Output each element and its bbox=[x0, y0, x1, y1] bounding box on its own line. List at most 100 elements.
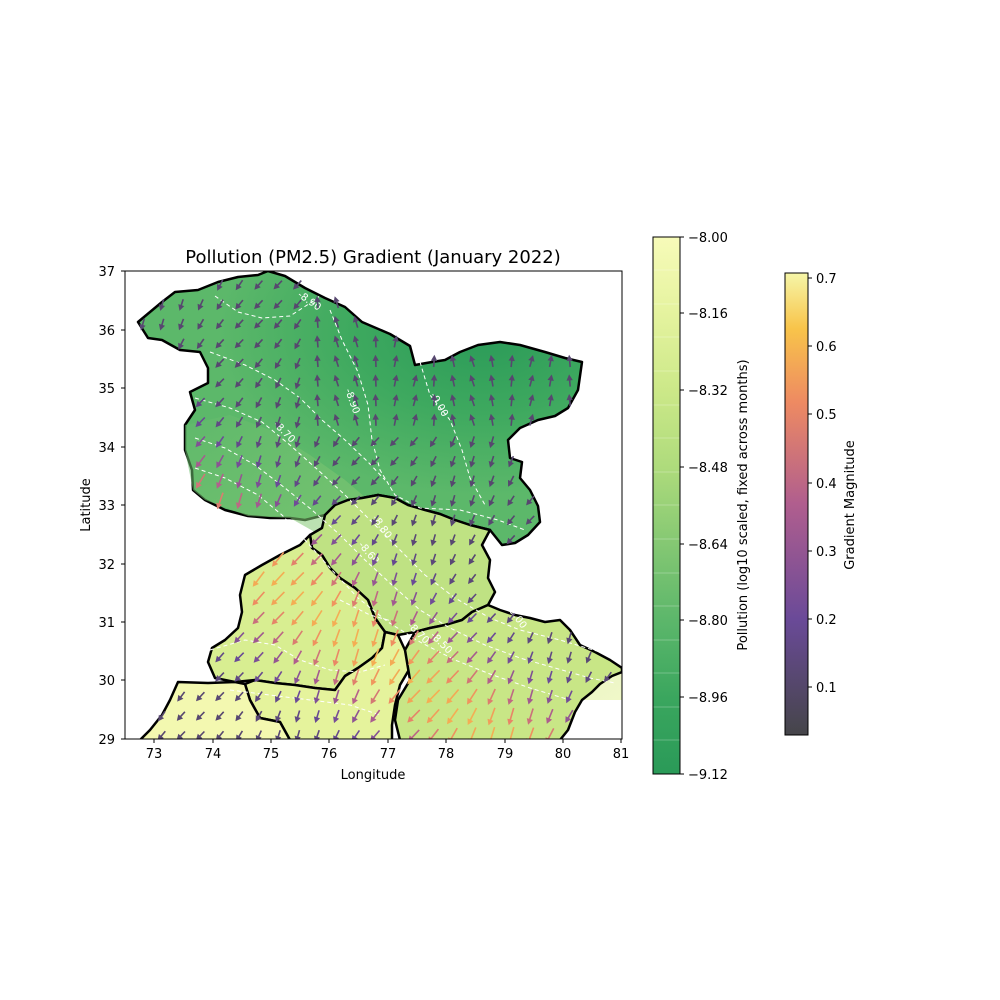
contour-lines bbox=[194, 281, 616, 716]
gradient-arrow-head bbox=[430, 500, 437, 507]
contour-line bbox=[339, 599, 396, 623]
map-regions bbox=[136, 271, 622, 739]
x-axis: 73 74 75 76 77 78 79 80 81 bbox=[146, 739, 629, 762]
gradient-arrow-head bbox=[234, 361, 242, 368]
gradient-arrow-head bbox=[215, 655, 222, 663]
gradient-arrow-head bbox=[332, 459, 339, 467]
gradient-arrow-head bbox=[430, 460, 437, 468]
gradient-arrow-head bbox=[275, 401, 282, 409]
gradient-arrow-head bbox=[313, 716, 321, 723]
gradient-arrow-head bbox=[314, 354, 321, 362]
gradient-arrow-head bbox=[370, 479, 377, 486]
gradient-arrow-head bbox=[507, 657, 514, 664]
gradient-arrow-head bbox=[235, 714, 242, 722]
gradient-arrow-head bbox=[389, 439, 397, 447]
gradient-arrow-head bbox=[293, 657, 300, 665]
gradient-arrow-head bbox=[447, 617, 455, 624]
gradient-arrow-head bbox=[352, 413, 359, 421]
gradient-arrow-head bbox=[410, 599, 417, 606]
gradient-arrow-shaft bbox=[547, 728, 555, 739]
gradient-arrow-head bbox=[274, 362, 281, 369]
gradient-arrow-head bbox=[391, 499, 397, 507]
gradient-arrow-head bbox=[352, 374, 359, 382]
gradient-arrow-head bbox=[352, 697, 358, 705]
gradient-arrow-head bbox=[255, 421, 262, 429]
gradient-arrow-head bbox=[488, 354, 496, 362]
gradient-arrow-head bbox=[506, 616, 513, 624]
gradient-arrow-head bbox=[331, 538, 338, 546]
gradient-arrow-head bbox=[488, 413, 496, 421]
gradient-arrow-head bbox=[371, 620, 378, 628]
gradient-arrow-head bbox=[469, 374, 476, 382]
gradient-arrow-head bbox=[310, 579, 317, 586]
gradient-arrow-head bbox=[254, 361, 261, 369]
gradient-arrow-head bbox=[216, 322, 223, 330]
x-tick-label: 74 bbox=[205, 747, 222, 762]
contour-line bbox=[209, 351, 386, 481]
gradient-arrow-head bbox=[469, 414, 476, 421]
gradient-arrow-head bbox=[275, 481, 282, 488]
gradient-arrow-head bbox=[507, 738, 509, 739]
gradient-arrow-head bbox=[314, 413, 321, 420]
gradient-arrow-head bbox=[546, 677, 553, 684]
gradient-arrow-head bbox=[290, 599, 298, 606]
gradient-arrow-head bbox=[252, 636, 260, 644]
gradient-arrow-head bbox=[195, 400, 203, 408]
gradient-arrow-head bbox=[255, 735, 262, 739]
gradient-arrow-head bbox=[508, 394, 515, 401]
y-tick-label: 30 bbox=[98, 674, 115, 689]
gradient-arrow-head bbox=[314, 441, 320, 448]
gradient-arrow-head bbox=[333, 697, 340, 705]
gradient-arrow-head bbox=[236, 481, 243, 489]
gradient-arrow-head bbox=[293, 499, 300, 507]
x-tick-label: 77 bbox=[380, 747, 397, 762]
gradient-arrow-head bbox=[449, 539, 456, 546]
gradient-arrow-head bbox=[488, 480, 495, 488]
x-tick-label: 78 bbox=[438, 747, 455, 762]
gradient-arrow-head bbox=[430, 413, 438, 420]
gradient-colorbar-fill bbox=[784, 272, 809, 736]
gradient-arrow-head bbox=[407, 677, 414, 685]
gradient-arrow-head bbox=[351, 660, 359, 667]
gradient-arrow-head bbox=[234, 655, 241, 663]
gradient-arrow-head bbox=[488, 374, 496, 381]
pollution-colorbar-tick: −8.48 bbox=[688, 461, 728, 476]
gradient-arrow-head bbox=[585, 676, 592, 683]
chart-title: Pollution (PM2.5) Gradient (January 2022… bbox=[185, 247, 561, 268]
gradient-arrow-head bbox=[466, 677, 473, 684]
gradient-arrow-head bbox=[392, 335, 399, 342]
gradient-arrow-head bbox=[234, 341, 242, 349]
gradient-arrow-head bbox=[466, 636, 474, 643]
gradient-arrow-head bbox=[216, 482, 223, 489]
gradient-arrow-head bbox=[527, 697, 534, 705]
gradient-arrow-head bbox=[314, 394, 321, 401]
gradient-arrow-head bbox=[449, 413, 457, 421]
gradient-arrow-head bbox=[310, 558, 318, 566]
gradient-arrow-head bbox=[469, 441, 476, 448]
gradient-arrow-shaft bbox=[450, 727, 458, 739]
gradient-arrow-head bbox=[255, 715, 262, 722]
gradient-arrow-head bbox=[273, 656, 280, 664]
gradient-arrow-head bbox=[546, 657, 553, 664]
gradient-arrow-head bbox=[294, 735, 301, 739]
gradient-arrow-head bbox=[410, 618, 416, 626]
gradient-arrow-head bbox=[426, 697, 433, 704]
x-axis-label: Longitude bbox=[341, 768, 406, 783]
gradient-arrow-head bbox=[507, 677, 514, 685]
gradient-arrow-head bbox=[449, 460, 456, 468]
gradient-arrow-head bbox=[430, 519, 437, 527]
gradient-arrow-head bbox=[469, 519, 476, 527]
gradient-arrow-head bbox=[430, 394, 438, 401]
gradient-arrow-head bbox=[411, 413, 419, 421]
gradient-arrow-head bbox=[215, 714, 222, 721]
gradient-arrow-head bbox=[333, 335, 340, 343]
gradient-arrow-head bbox=[426, 716, 434, 724]
gradient-arrow-head bbox=[430, 374, 438, 381]
gradient-arrow-head bbox=[429, 617, 435, 625]
pollution-colorbar: −9.12 −8.96 −8.80 −8.64 −8.48 −8.32 −8.1… bbox=[652, 231, 751, 783]
gradient-colorbar-tick: 0.5 bbox=[816, 408, 837, 423]
gradient-arrow-head bbox=[290, 579, 297, 586]
gradient-arrow-head bbox=[294, 342, 301, 350]
gradient-arrow-head bbox=[430, 539, 437, 547]
